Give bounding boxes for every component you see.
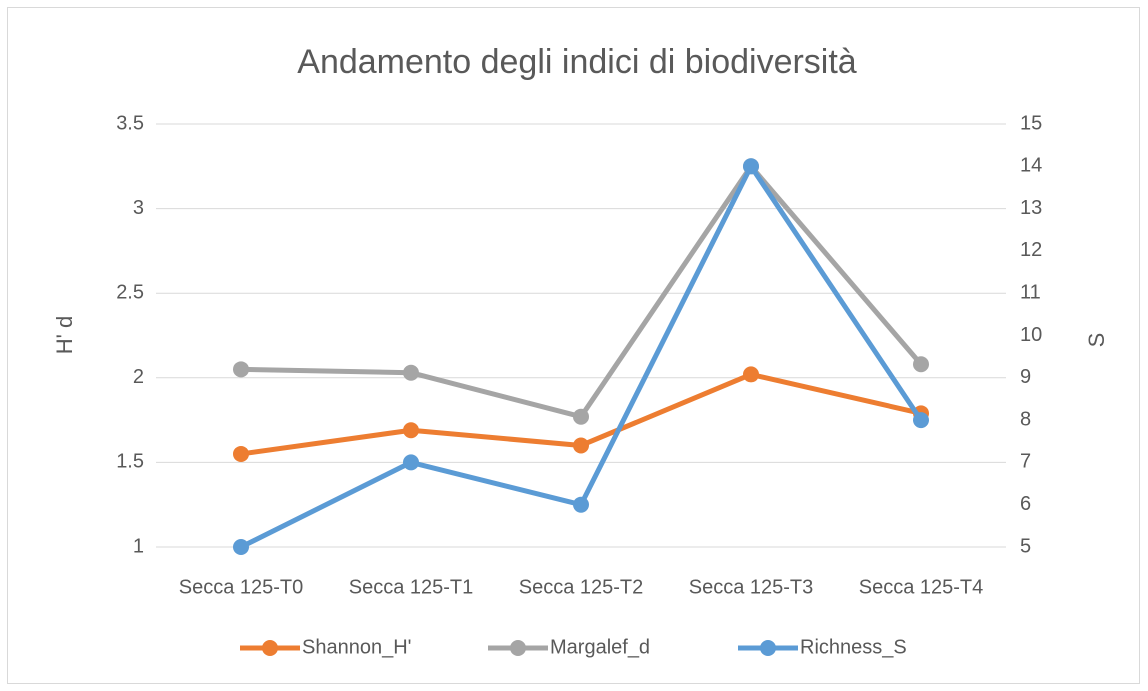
y-tick-label: 2.5 <box>116 281 144 303</box>
y-tick-label: 1 <box>133 535 144 557</box>
y2-axis-label: S <box>1084 333 1109 348</box>
data-point <box>743 366 759 383</box>
chart-title: Andamento degli indici di biodiversità <box>297 43 857 81</box>
y-tick-label: 3 <box>133 197 144 219</box>
y-tick-label: 3.5 <box>116 112 144 134</box>
legend-marker <box>760 640 776 656</box>
data-point <box>403 364 419 381</box>
y2-tick-label: 13 <box>1020 197 1042 219</box>
x-tick-label: Secca 125-T4 <box>859 576 984 598</box>
data-point <box>233 445 249 462</box>
y-tick-label: 2 <box>133 366 144 388</box>
y-axis-label: H' d <box>52 316 77 354</box>
legend-marker <box>510 640 526 656</box>
y2-tick-label: 12 <box>1020 239 1042 261</box>
legend-label: Margalef_d <box>550 636 650 658</box>
data-point <box>403 422 419 439</box>
y2-tick-label: 11 <box>1020 281 1041 303</box>
chart-border <box>7 7 1140 684</box>
y2-tick-label: 7 <box>1020 451 1031 473</box>
data-point <box>403 454 419 471</box>
y2-tick-label: 9 <box>1020 366 1031 388</box>
legend-marker <box>262 640 278 656</box>
data-point <box>913 412 929 429</box>
data-point <box>573 437 589 454</box>
data-point <box>233 539 249 555</box>
y2-tick-label: 8 <box>1020 408 1031 430</box>
data-point <box>573 496 589 513</box>
data-point <box>743 158 759 175</box>
x-tick-label: Secca 125-T3 <box>689 576 814 598</box>
legend-label: Richness_S <box>800 636 907 658</box>
legend-label: Shannon_H' <box>302 636 411 658</box>
y-tick-label: 1.5 <box>116 451 144 473</box>
y2-tick-label: 6 <box>1020 493 1031 515</box>
y2-tick-label: 14 <box>1020 155 1042 177</box>
y2-tick-label: 15 <box>1020 112 1042 134</box>
y2-tick-label: 10 <box>1020 324 1042 346</box>
data-point <box>573 408 589 425</box>
data-point <box>233 361 249 378</box>
x-tick-label: Secca 125-T2 <box>519 576 644 598</box>
y2-tick-label: 5 <box>1020 535 1031 557</box>
data-point <box>913 356 929 373</box>
x-tick-label: Secca 125-T0 <box>179 576 304 598</box>
x-tick-label: Secca 125-T1 <box>349 576 474 598</box>
